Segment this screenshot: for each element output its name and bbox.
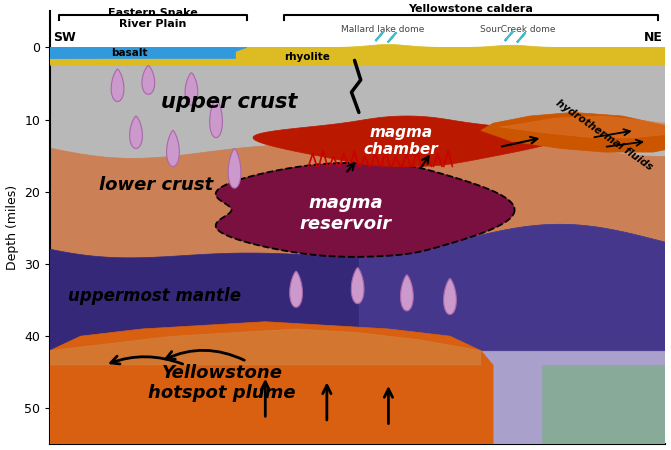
- Polygon shape: [253, 116, 561, 166]
- Polygon shape: [50, 224, 666, 351]
- Polygon shape: [216, 163, 515, 257]
- Text: Mallard lake dome: Mallard lake dome: [341, 25, 424, 34]
- Text: magma
reservoir: magma reservoir: [299, 194, 391, 233]
- Text: hydrothermal fluids: hydrothermal fluids: [554, 98, 654, 173]
- Polygon shape: [50, 47, 247, 58]
- Text: uppermost mantle: uppermost mantle: [68, 288, 242, 306]
- Text: SourCreek dome: SourCreek dome: [480, 25, 556, 34]
- Polygon shape: [111, 69, 124, 102]
- Polygon shape: [290, 271, 303, 307]
- Text: SW: SW: [53, 31, 76, 44]
- Polygon shape: [130, 116, 142, 148]
- Polygon shape: [542, 365, 666, 445]
- Polygon shape: [444, 279, 456, 315]
- Polygon shape: [50, 47, 666, 65]
- Polygon shape: [50, 47, 666, 445]
- Polygon shape: [50, 351, 666, 445]
- Polygon shape: [50, 322, 493, 445]
- Polygon shape: [499, 116, 671, 138]
- Polygon shape: [228, 148, 241, 188]
- Polygon shape: [401, 275, 413, 311]
- Polygon shape: [166, 130, 179, 166]
- Polygon shape: [358, 351, 666, 445]
- Polygon shape: [185, 73, 198, 105]
- Polygon shape: [359, 224, 666, 351]
- Polygon shape: [50, 329, 480, 365]
- Polygon shape: [480, 112, 671, 152]
- Polygon shape: [50, 132, 666, 258]
- Text: NE: NE: [643, 31, 662, 44]
- Text: basalt: basalt: [111, 48, 148, 58]
- Text: magma
chamber: magma chamber: [364, 125, 438, 158]
- Text: Yellowstone
hotspot plume: Yellowstone hotspot plume: [148, 364, 296, 402]
- Text: upper crust: upper crust: [160, 91, 297, 112]
- Polygon shape: [352, 268, 364, 304]
- Polygon shape: [50, 45, 666, 65]
- Polygon shape: [142, 65, 155, 94]
- Text: rhyolite: rhyolite: [284, 52, 329, 62]
- Polygon shape: [50, 47, 235, 58]
- Y-axis label: Depth (miles): Depth (miles): [5, 185, 19, 270]
- Text: lower crust: lower crust: [99, 176, 213, 194]
- Text: Yellowstone caldera: Yellowstone caldera: [409, 4, 533, 14]
- Text: Eastern Snake
River Plain: Eastern Snake River Plain: [108, 8, 198, 29]
- Polygon shape: [209, 98, 222, 138]
